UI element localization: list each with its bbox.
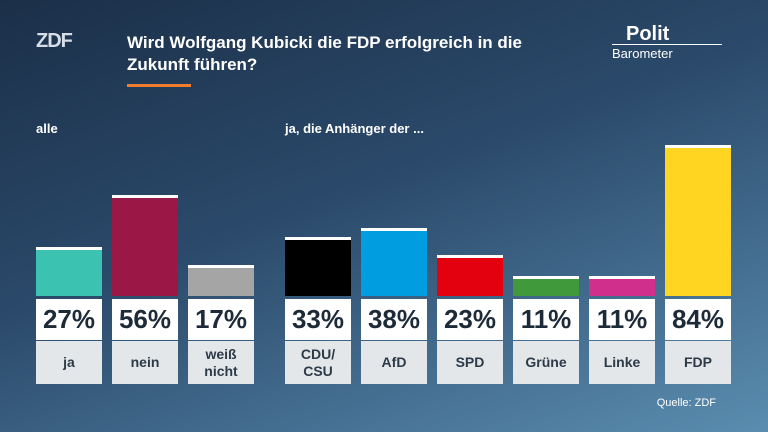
value-label: 27% [36,299,102,340]
subtitle: ja, die Anhänger der ... [285,121,424,136]
bar [36,247,102,296]
bar [285,236,351,296]
brand-bottom: Barometer [612,44,722,61]
category-label: FDP [665,341,731,384]
bar [513,276,579,296]
title-underline [127,84,191,87]
bar [361,227,427,296]
category-label: SPD [437,341,503,384]
logo: ZDF [36,30,73,52]
title: Wird Wolfgang Kubicki die FDP erfolgreic… [127,33,522,74]
value-label: 11% [513,299,579,340]
category-label: CDU/ CSU [285,341,351,384]
value-label: 11% [589,299,655,340]
category-label: ja [36,341,102,384]
category-label: Linke [589,341,655,384]
bar [589,276,655,296]
value-label: 23% [437,299,503,340]
bar [188,265,254,296]
category-label: AfD [361,341,427,384]
source: Quelle: ZDF [656,397,716,409]
brand-top: Polit [626,23,670,45]
value-label: 33% [285,299,351,340]
value-label: 17% [188,299,254,340]
bar [112,195,178,296]
brand: Polit Barometer [612,24,722,61]
category-label: weiß nicht [188,341,254,384]
category-label: nein [112,341,178,384]
value-label: 56% [112,299,178,340]
subtitle: alle [36,121,58,136]
bar [665,144,731,296]
value-label: 38% [361,299,427,340]
category-label: Grüne [513,341,579,384]
value-label: 84% [665,299,731,340]
bar [437,254,503,296]
